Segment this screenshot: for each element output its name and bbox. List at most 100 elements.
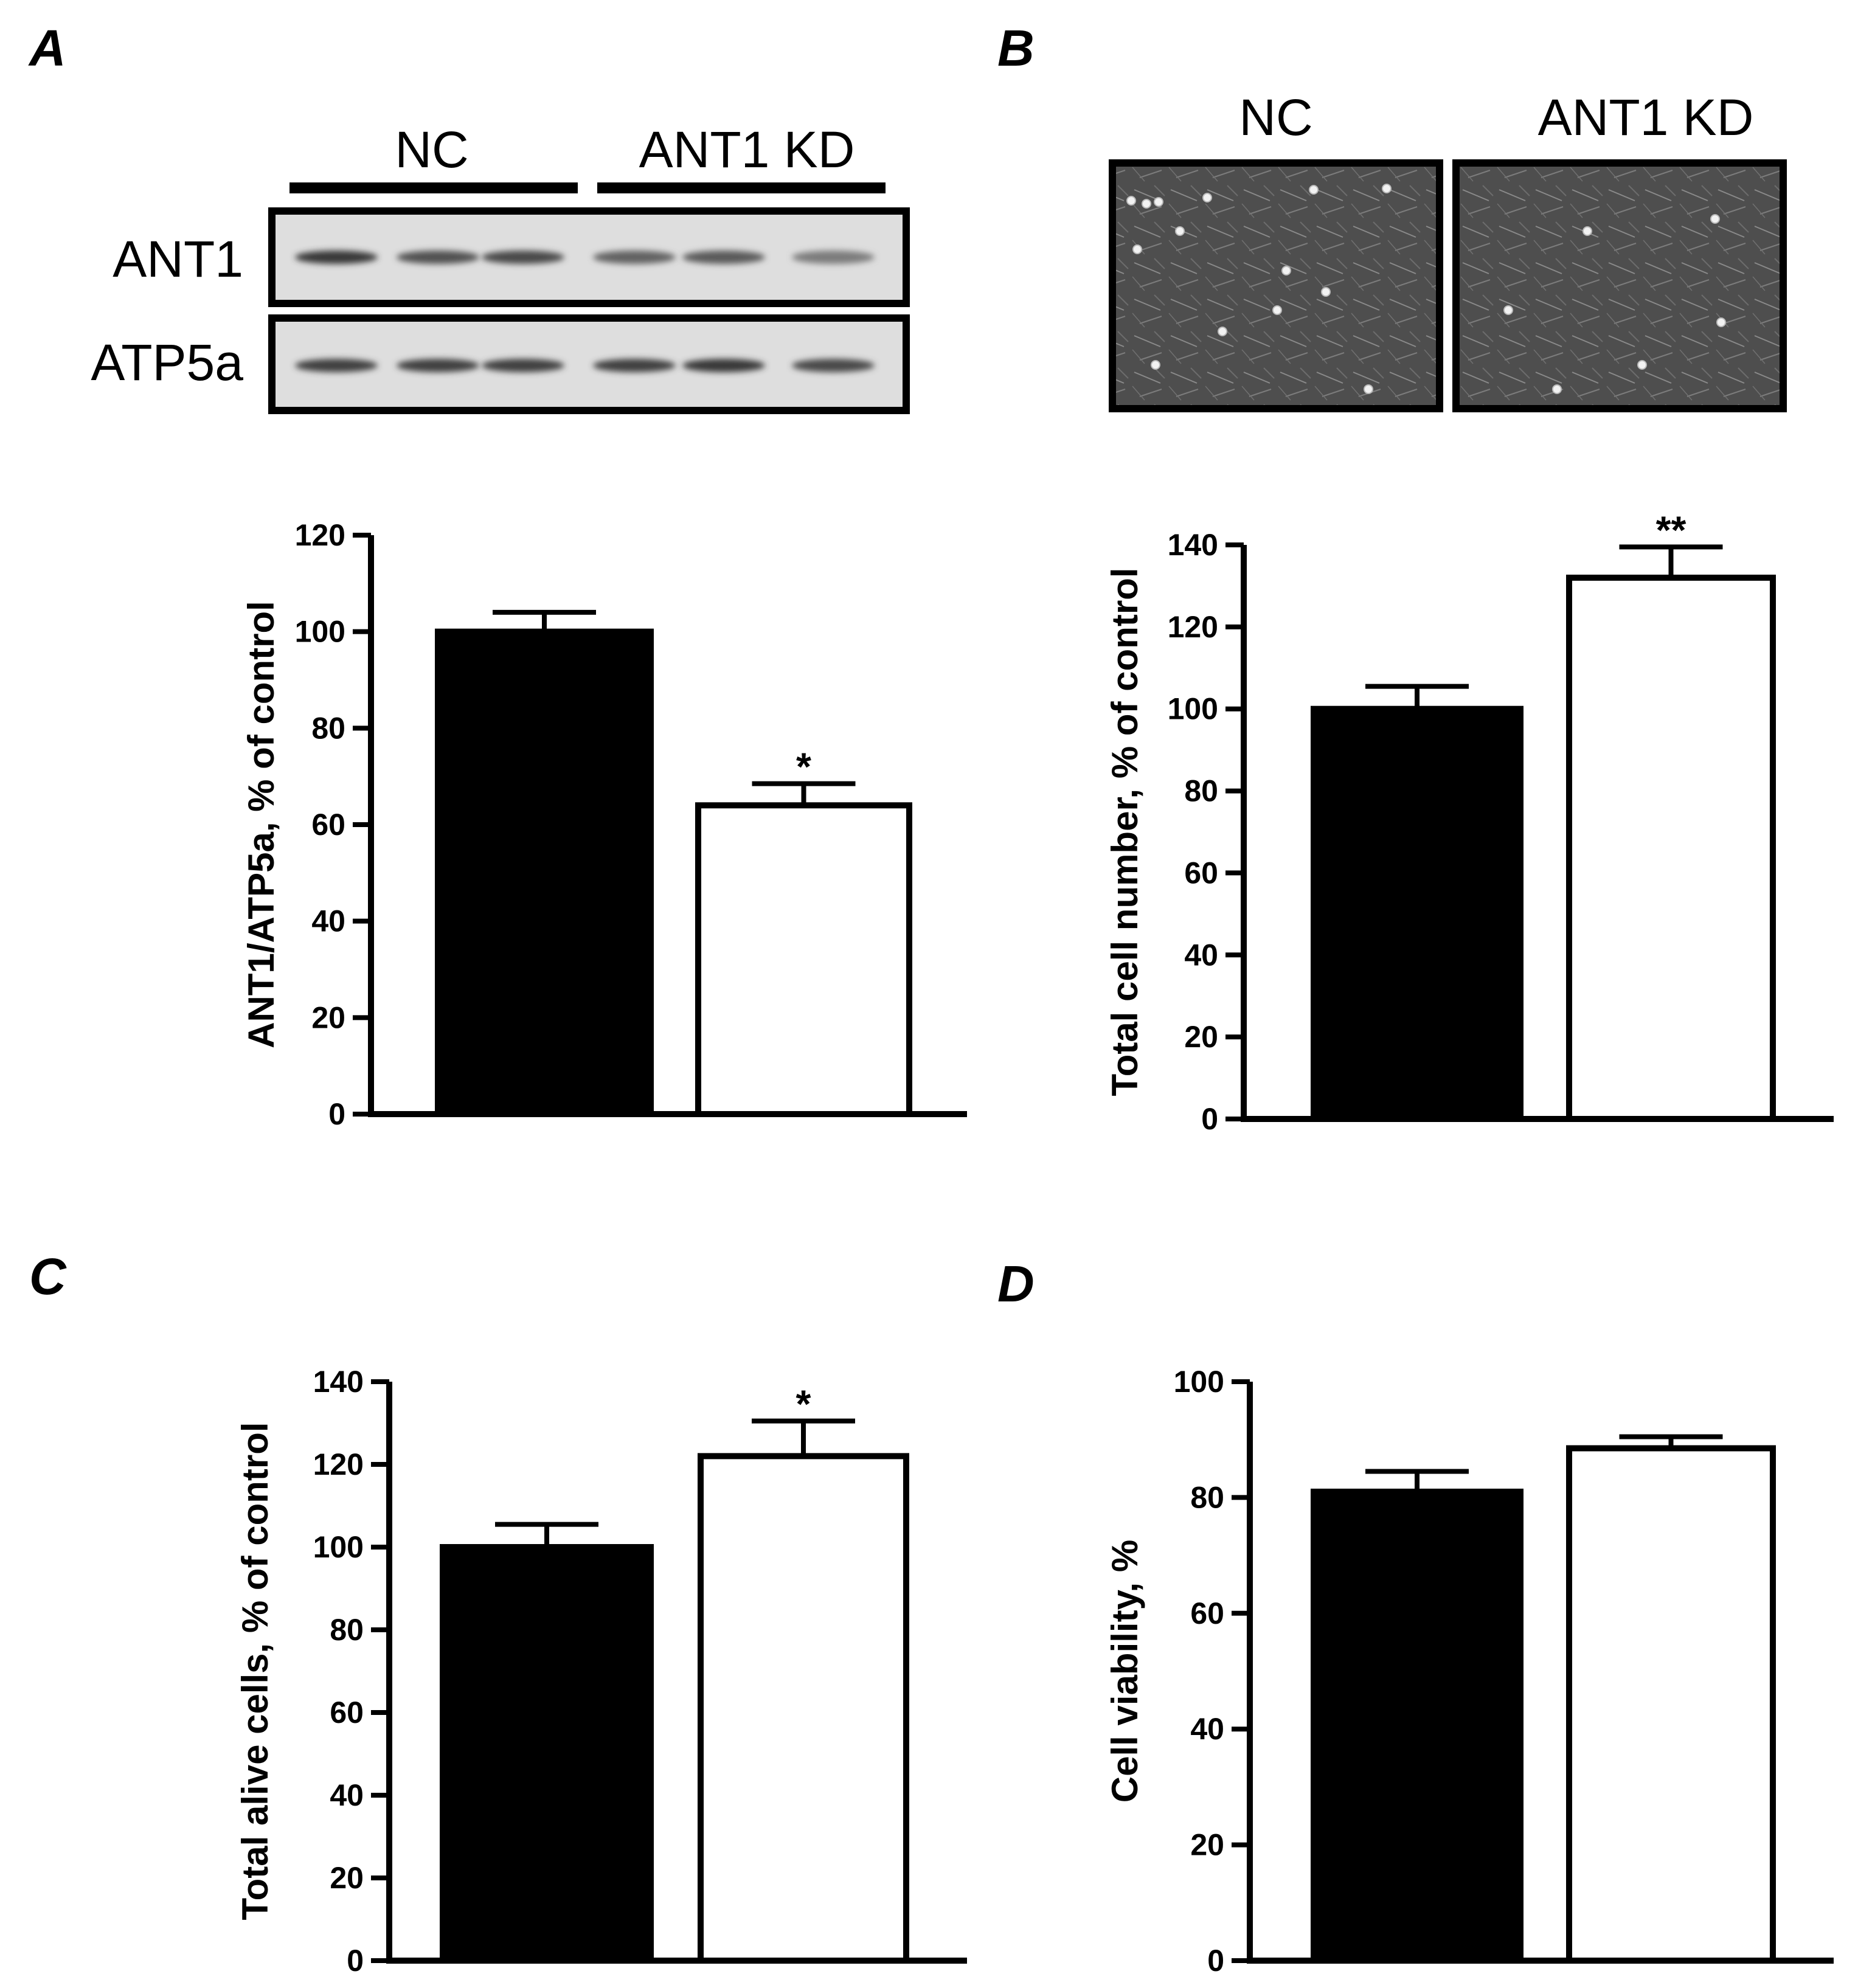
bright-cell <box>1202 193 1212 203</box>
bright-cell <box>1364 384 1373 394</box>
blot-group-nc-label: NC <box>395 121 468 178</box>
y-tick-label: 140 <box>1168 528 1218 562</box>
y-tick-label: 80 <box>1184 774 1218 808</box>
y-tick-label: 20 <box>311 1000 345 1034</box>
blot-row-atp5a-label: ATP5a <box>91 334 243 391</box>
blot-band-atp5a-lane-1 <box>295 359 378 372</box>
bright-cell <box>1309 185 1319 195</box>
y-tick-label: 80 <box>1190 1480 1224 1514</box>
blot-group-kd-bar <box>597 182 886 193</box>
y-tick-label: 120 <box>295 518 345 552</box>
bright-cell <box>1710 214 1720 224</box>
bright-cell <box>1218 327 1227 336</box>
blot-bands-ant1 <box>295 251 875 264</box>
blot-band-ant1-lane-3 <box>482 251 564 264</box>
y-tick-label: 140 <box>313 1365 364 1399</box>
significance-marker: * <box>796 1382 811 1426</box>
y-tick-label: 100 <box>313 1530 364 1564</box>
y-tick-label: 0 <box>1201 1102 1218 1136</box>
bright-cell <box>1582 226 1592 236</box>
y-tick-label: 60 <box>1190 1596 1224 1630</box>
y-tick-label: 20 <box>1190 1828 1224 1862</box>
y-tick-label: 120 <box>1168 610 1218 644</box>
y-tick-label: 100 <box>1174 1365 1224 1399</box>
panel-label-a: A <box>28 19 66 77</box>
bar-nc <box>1311 705 1523 1122</box>
bar-ant1-kd <box>695 802 912 1118</box>
bright-cell <box>1637 360 1647 370</box>
bright-cell <box>1126 196 1136 206</box>
blot-band-ant1-lane-1 <box>295 251 378 264</box>
blot-band-atp5a-lane-2 <box>397 359 479 372</box>
bar-nc <box>1311 1488 1523 1964</box>
y-tick-label: 20 <box>1184 1020 1218 1054</box>
y-tick-label: 80 <box>330 1613 364 1647</box>
bar-ant1-kd <box>1566 1445 1776 1964</box>
blot-band-atp5a-lane-6 <box>792 359 875 372</box>
blot-band-atp5a-lane-3 <box>482 359 564 372</box>
y-axis-label: Cell viability, % <box>1104 1540 1145 1803</box>
blot-band-atp5a-lane-5 <box>682 359 765 372</box>
bar-nc <box>440 1544 654 1964</box>
bright-cell <box>1552 384 1562 394</box>
y-tick-label: 120 <box>313 1447 364 1481</box>
panel-label-b: B <box>997 19 1035 77</box>
y-tick-label: 60 <box>330 1695 364 1730</box>
y-tick-label: 20 <box>330 1861 364 1895</box>
blot-band-ant1-lane-2 <box>397 251 479 264</box>
chart-d: 0 20 40 60 80 100 Cell viability, % <box>1104 1365 1834 1978</box>
y-tick-label: 0 <box>1207 1944 1224 1978</box>
y-axis-label: Total cell number, % of control <box>1104 568 1145 1096</box>
bar-ant1-kd <box>1566 574 1776 1122</box>
micrograph-nc-bright-cells <box>1126 184 1392 394</box>
y-tick-label: 100 <box>1168 692 1218 726</box>
y-tick-label: 40 <box>1184 938 1218 972</box>
y-tick-label: 60 <box>311 808 345 842</box>
bright-cell <box>1503 305 1513 315</box>
micrograph-nc-label: NC <box>1239 89 1312 146</box>
panel-label-c: C <box>29 1248 67 1305</box>
bright-cell <box>1382 184 1392 193</box>
chart-c: 0 20 40 60 80 100 120 140 Total alive cells, % o… <box>235 1365 967 1978</box>
y-axis-label: ANT1/ATP5a, % of control <box>241 601 282 1048</box>
blot-group-kd-label: ANT1 KD <box>639 121 855 178</box>
y-axis-label: Total alive cells, % of control <box>235 1422 276 1920</box>
blot-band-ant1-lane-6 <box>792 251 875 264</box>
blot-bands-atp5a <box>295 359 875 372</box>
y-tick-label: 40 <box>1190 1712 1224 1746</box>
blot-group-nc-bar <box>289 182 578 193</box>
chart-b: 0 20 40 60 80 100 120 140 Total cell number, % o… <box>1104 508 1834 1136</box>
micrograph-kd-label: ANT1 KD <box>1538 89 1754 146</box>
chart-a: 0 20 40 60 80 100 120 ANT1/ATP5a, % of control * <box>241 518 967 1131</box>
y-tick-label: 100 <box>295 615 345 649</box>
blot-band-ant1-lane-4 <box>593 251 676 264</box>
y-tick-label: 60 <box>1184 856 1218 890</box>
y-tick-label: 40 <box>330 1778 364 1812</box>
bright-cell <box>1175 226 1185 236</box>
bright-cell <box>1142 199 1151 209</box>
y-tick-label: 0 <box>347 1944 364 1978</box>
y-tick-label: 0 <box>328 1097 345 1131</box>
bright-cell <box>1154 197 1163 207</box>
significance-marker: ** <box>1656 508 1686 552</box>
bright-cell <box>1272 305 1282 315</box>
western-blot: NC ANT1 KD ANT1 ATP5a <box>91 121 910 414</box>
micrograph-kd-bright-cells <box>1503 214 1726 394</box>
blot-row-ant1-label: ANT1 <box>113 230 243 288</box>
micrographs: NC ANT1 KD <box>1109 89 1787 412</box>
bar-ant1-kd <box>698 1453 909 1964</box>
bright-cell <box>1716 317 1726 327</box>
panel-label-d: D <box>997 1255 1035 1312</box>
blot-band-ant1-lane-5 <box>682 251 765 264</box>
significance-marker: * <box>796 745 811 789</box>
y-tick-label: 40 <box>311 904 345 938</box>
bright-cell <box>1151 360 1160 370</box>
micrograph-kd <box>1452 159 1787 412</box>
bar-nc <box>435 628 654 1117</box>
y-tick-label: 80 <box>311 711 345 745</box>
bright-cell <box>1321 287 1331 297</box>
micrograph-nc <box>1109 159 1443 412</box>
bright-cell <box>1132 244 1142 254</box>
bright-cell <box>1281 266 1291 275</box>
